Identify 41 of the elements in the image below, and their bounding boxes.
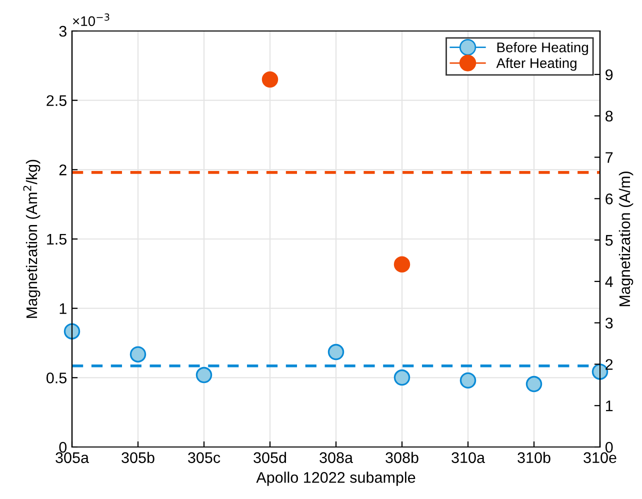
x-tick-label: 305c <box>188 452 220 464</box>
y2-tick-label: 3 <box>605 318 613 329</box>
point <box>64 323 80 340</box>
y2-tick-label: 1 <box>606 400 613 412</box>
y-tick-label: 0.5 <box>46 372 66 384</box>
x-tick-label: 308b <box>386 452 418 464</box>
x-tick-label: 310b <box>518 452 550 464</box>
y2-tick-label: 8 <box>606 110 613 122</box>
point <box>262 71 278 88</box>
point <box>328 344 344 360</box>
y-tick-label: 0 <box>59 442 67 453</box>
y2-tick-label: 0 <box>605 442 613 453</box>
legend-label: After Heating <box>496 58 576 71</box>
text: ×10$^{−3}$ <box>72 13 110 26</box>
x-tick-label: 308a <box>320 452 353 464</box>
y-tick-label: 1.5 <box>47 234 66 245</box>
point <box>130 346 146 362</box>
y2-axis-title: Magnetization (A/m) <box>618 172 634 306</box>
y2-tick-label: 6 <box>606 194 613 204</box>
point <box>460 372 476 389</box>
y2-tick-label: 2 <box>606 359 613 370</box>
point <box>394 369 410 386</box>
point <box>196 366 212 384</box>
point <box>394 256 410 272</box>
point <box>526 376 542 392</box>
y-axis-title: Magnetization (Am$^{2}$/kg) <box>23 160 40 318</box>
y2-tick-label: 9 <box>606 69 613 80</box>
x-tick-label: 305a <box>56 452 89 464</box>
y-tick-label: 1 <box>60 303 66 314</box>
x-tick-label: 310a <box>452 452 485 464</box>
x-tick-label: 310e <box>584 452 616 464</box>
y-tick-label: 3 <box>59 26 66 37</box>
y2-tick-label: 4 <box>605 276 613 287</box>
y-tick-label: 2.5 <box>46 95 66 106</box>
x-axis-title: Apollo 12022 subample <box>256 472 416 486</box>
x-tick-label: 305b <box>122 452 154 464</box>
y-tick-label: 2 <box>59 164 66 176</box>
legend-label: Before Heating <box>497 42 588 56</box>
y2-tick-label: 7 <box>606 152 613 163</box>
x-tick-label: 305d <box>254 452 286 464</box>
y2-tick-label: 5 <box>605 235 613 246</box>
